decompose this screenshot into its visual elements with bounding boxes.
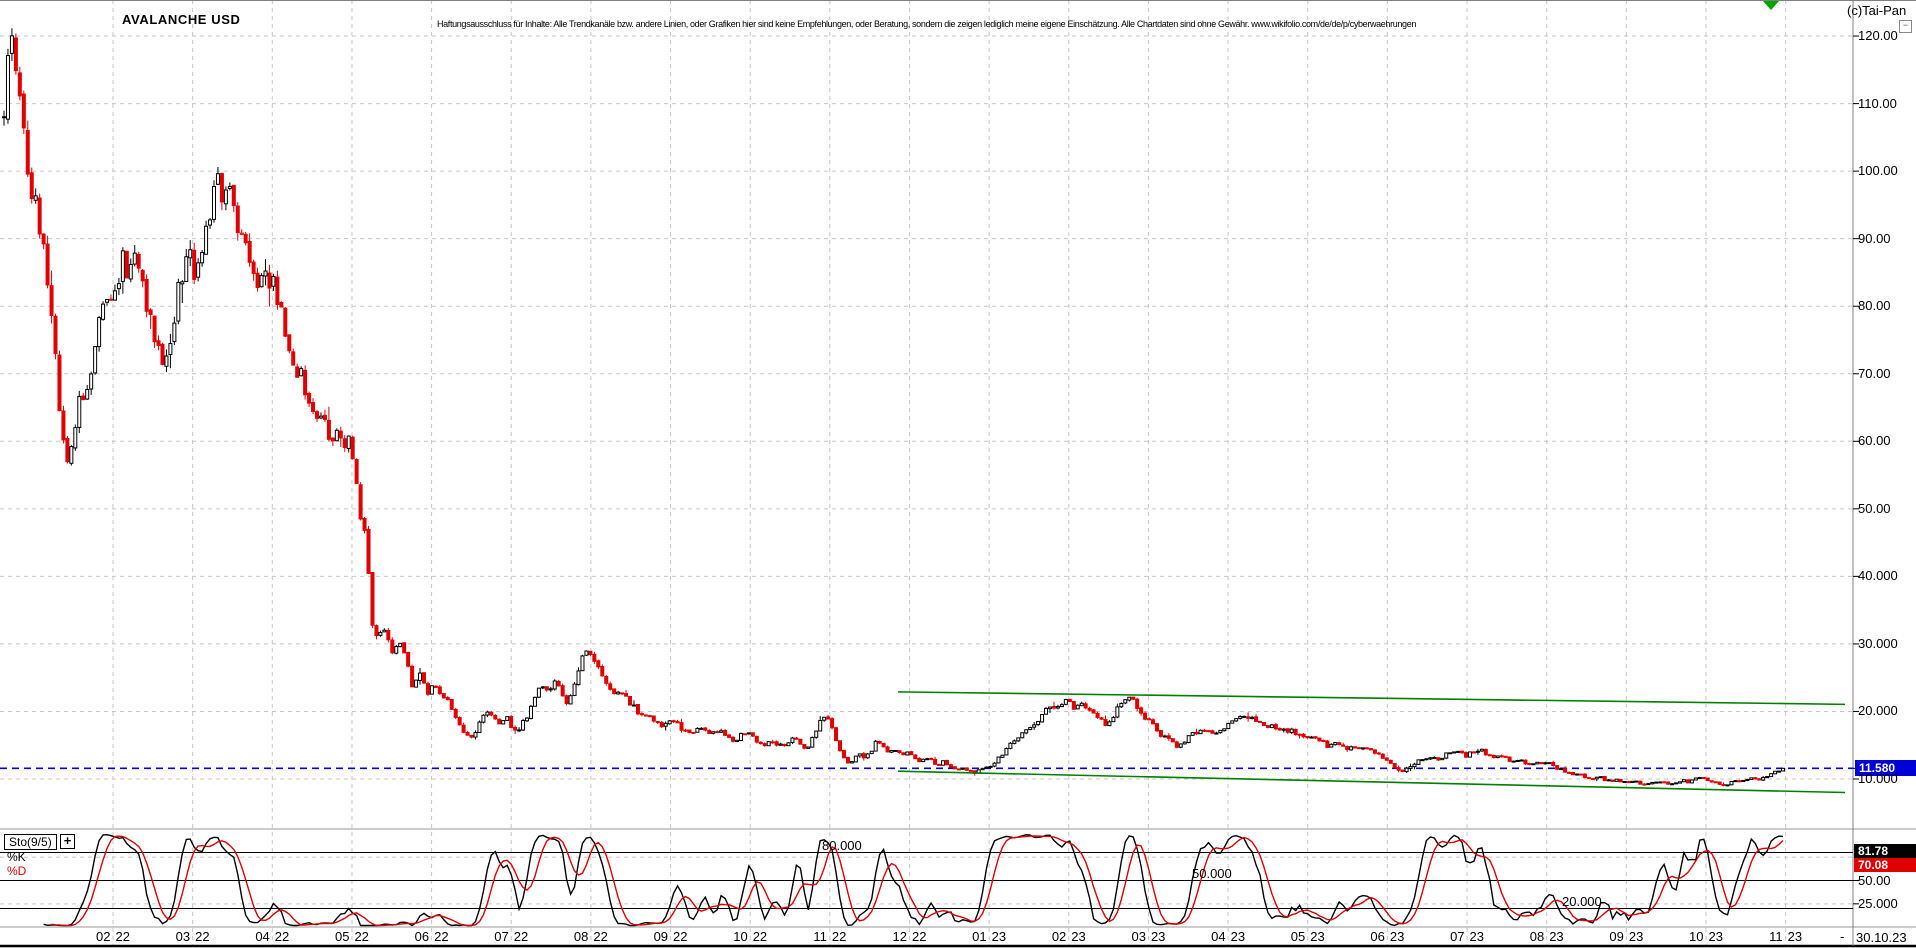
price-axis-label: 70.00 <box>1858 365 1891 381</box>
chart-title: AVALANCHE USD <box>122 12 241 27</box>
month-axis-label: 05 23 <box>1290 929 1325 944</box>
stoch-k-value-tag: 81.78 <box>1854 844 1916 858</box>
month-axis-label: 01 23 <box>972 929 1007 944</box>
collapse-icon[interactable]: − <box>1899 20 1912 33</box>
stoch-axis-label: 50.00 <box>1858 872 1891 888</box>
month-axis-label: 07 22 <box>494 929 529 944</box>
month-axis-label: 04 23 <box>1211 929 1246 944</box>
last-price-tag: 11.580 <box>1855 760 1916 776</box>
stoch-k-line <box>43 833 1784 927</box>
month-axis-label: 04 22 <box>255 929 290 944</box>
month-axis-label: 10 22 <box>733 929 768 944</box>
month-axis-label: 09 23 <box>1609 929 1644 944</box>
month-axis-label: 10 23 <box>1689 929 1723 944</box>
price-axis-label: 110.00 <box>1858 95 1897 111</box>
month-axis-label: 11 22 <box>813 929 847 944</box>
month-axis-label: 03 22 <box>175 929 210 944</box>
month-axis-label: 12 22 <box>892 929 927 944</box>
price-axis-label: 20.000 <box>1858 703 1898 719</box>
month-axis-label: 08 22 <box>573 929 608 944</box>
month-axis-label: 09 22 <box>653 929 688 944</box>
month-axis-label: 07 23 <box>1450 929 1485 944</box>
month-axis-label: 11 23 <box>1769 929 1803 944</box>
price-axis-label: 100.00 <box>1858 163 1898 179</box>
month-axis-label: 02 23 <box>1051 929 1086 944</box>
trend-channel-upper <box>897 691 1846 706</box>
trend-channel-lower <box>897 770 1846 794</box>
price-axis-label: 80.00 <box>1858 298 1891 314</box>
month-axis-label: 08 23 <box>1529 929 1564 944</box>
event-marker-down-arrow <box>1763 1 1779 10</box>
month-axis-label: 06 23 <box>1370 929 1405 944</box>
disclaimer-text: Haftungsausschluss für Inhalte: Alle Tre… <box>437 19 1417 29</box>
stoch-axis-label: 25.000 <box>1858 895 1898 911</box>
stoch-d-line <box>51 835 1784 927</box>
stoch-level-label: 20.000 <box>1562 894 1602 909</box>
price-axis-label: 50.00 <box>1858 500 1891 516</box>
month-axis-label: 02 22 <box>96 929 130 944</box>
copyright-label: (c)Tai-Pan <box>1847 3 1907 18</box>
axis-end-tick: - <box>1840 929 1845 944</box>
stoch-level-label: 50.000 <box>1192 866 1232 881</box>
stoch-d-value-tag: 70.08 <box>1854 858 1916 872</box>
price-axis-label: 30.000 <box>1858 635 1898 651</box>
month-axis-label: 06 22 <box>414 929 449 944</box>
percent-d-legend: %D <box>7 864 27 878</box>
month-axis-label: 05 22 <box>334 929 369 944</box>
month-axis-label: 03 23 <box>1131 929 1166 944</box>
add-indicator-button[interactable]: + <box>60 834 75 849</box>
price-axis-label: 60.00 <box>1858 433 1891 449</box>
price-axis-label: 10.000 <box>1858 771 1898 786</box>
percent-k-legend: %K <box>7 850 26 864</box>
price-axis-label: 40.000 <box>1858 568 1898 584</box>
last-date-label: 30.10.23 <box>1856 930 1907 945</box>
price-axis-label: 120.00 <box>1858 28 1898 44</box>
indicator-name-box[interactable]: Sto(9/5) <box>4 834 57 850</box>
candlestick-series <box>2 28 1785 787</box>
price-axis-label: 90.00 <box>1858 230 1891 246</box>
stoch-level-label: 80.000 <box>822 838 862 853</box>
